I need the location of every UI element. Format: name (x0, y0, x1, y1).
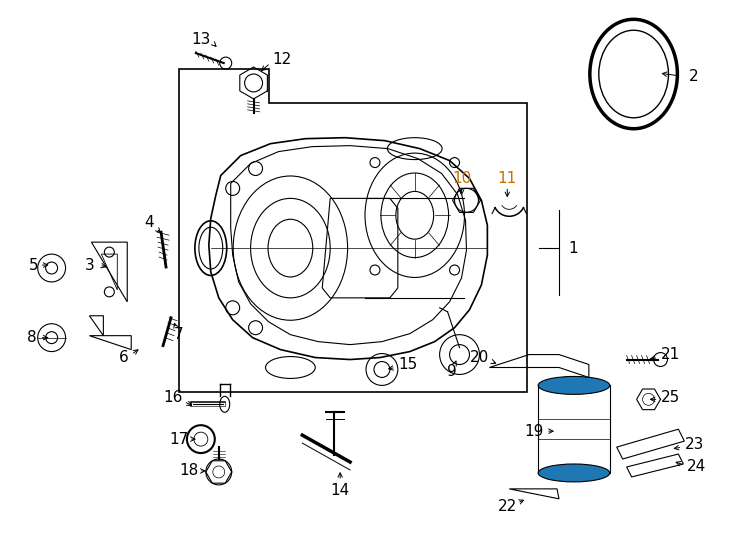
Text: 14: 14 (330, 483, 350, 498)
PathPatch shape (208, 138, 487, 360)
Text: 1: 1 (568, 241, 578, 255)
Text: 13: 13 (191, 32, 211, 46)
Text: 4: 4 (145, 215, 154, 230)
Text: 12: 12 (273, 52, 292, 66)
Text: 24: 24 (687, 460, 706, 475)
Text: 18: 18 (179, 463, 198, 478)
Text: 8: 8 (27, 330, 37, 345)
Bar (538, 386, 610, 473)
Text: 9: 9 (447, 364, 457, 379)
Text: 16: 16 (164, 390, 183, 405)
Text: 10: 10 (452, 171, 471, 186)
Ellipse shape (538, 376, 610, 394)
Text: 6: 6 (118, 350, 128, 365)
Text: 19: 19 (525, 424, 544, 438)
Text: 15: 15 (398, 357, 418, 372)
Text: 7: 7 (174, 327, 184, 342)
Text: 22: 22 (498, 500, 517, 514)
Text: 5: 5 (29, 258, 39, 273)
Text: 17: 17 (170, 431, 189, 447)
Text: 20: 20 (470, 350, 489, 365)
Text: 23: 23 (685, 437, 704, 451)
Ellipse shape (538, 464, 610, 482)
Text: 25: 25 (661, 390, 680, 405)
Text: 21: 21 (661, 347, 680, 362)
Text: 11: 11 (498, 171, 517, 186)
Text: 3: 3 (84, 258, 94, 273)
Text: 2: 2 (688, 69, 698, 84)
